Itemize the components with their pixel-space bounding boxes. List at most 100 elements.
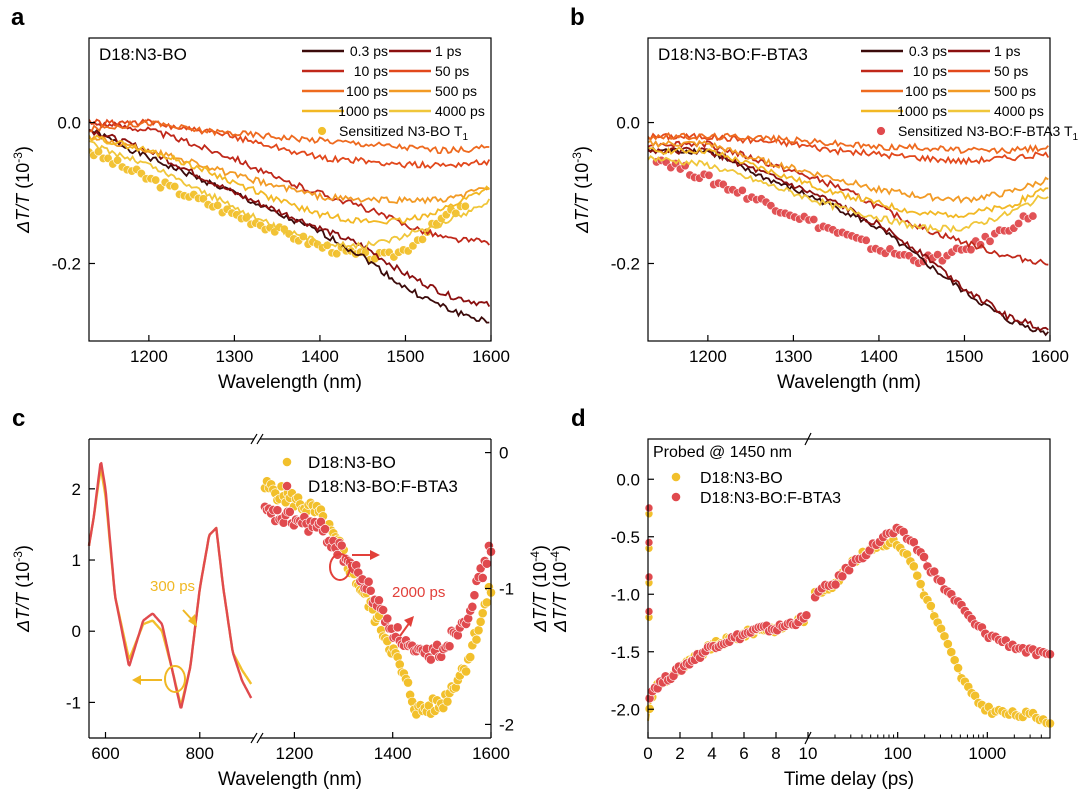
legend-label: 1000 ps	[338, 103, 388, 119]
scatter-point	[170, 182, 180, 192]
scatter-point	[198, 194, 208, 204]
right-scatter-point	[320, 524, 330, 534]
marker-legend-sub: 1	[462, 132, 468, 143]
x-tick-label: 0	[643, 744, 652, 763]
scatter-point	[460, 201, 470, 211]
y-axis-label-part: -4	[548, 551, 562, 562]
panel-label: b	[570, 4, 585, 31]
scatter-point	[809, 215, 819, 225]
right-scatter-point	[471, 634, 482, 645]
y-tick-label: 0.0	[57, 114, 81, 133]
y-tick-label: 0.0	[616, 470, 640, 489]
arrow-red-head	[370, 550, 380, 560]
scatter-point	[1028, 211, 1038, 221]
y-tick-label: -0.5	[611, 528, 640, 547]
series-line-1ps	[89, 128, 491, 308]
right-scatter-point	[403, 677, 413, 688]
legend-label: 0.3 ps	[350, 43, 388, 59]
x-tick-label: 1400	[374, 744, 412, 763]
x-tick-label: 6	[739, 744, 748, 763]
series-line-10ps	[89, 120, 490, 246]
legend-marker	[282, 457, 292, 467]
scatter-point	[915, 579, 926, 589]
series-line-10ps	[648, 140, 1049, 266]
x-tick-label: 1300	[774, 347, 812, 366]
series-line-1000ps	[89, 134, 490, 225]
y-axis-label-right-part: -4	[528, 551, 542, 562]
series-line-0.3ps	[89, 129, 490, 324]
x-tick-label: 1600	[472, 744, 510, 763]
x-tick-label: 1200	[275, 744, 313, 763]
scatter-point	[151, 175, 161, 185]
sample-label: D18:N3-BO:F-BTA3	[658, 45, 808, 64]
y-axis-label-left-part: )	[13, 545, 33, 551]
right-scatter-point	[425, 654, 436, 665]
scatter-point	[644, 538, 654, 547]
sample-label: D18:N3-BO	[99, 45, 187, 64]
legend-label: D18:N3-BO	[308, 453, 396, 472]
y-axis-label-left-part: (10	[13, 562, 33, 593]
x-axis-label: Time delay (ps)	[784, 769, 914, 790]
y-tick-label: -1.0	[611, 585, 640, 604]
legend-label: 100 ps	[346, 83, 388, 99]
scatter-point	[933, 250, 943, 260]
legend-label: 100 ps	[905, 83, 947, 99]
y-axis-label-part: )	[572, 146, 592, 152]
right-scatter-point	[442, 696, 453, 707]
panel-label: a	[11, 4, 25, 31]
y-axis-label-part: (10	[550, 562, 570, 593]
arrow-yellow-head	[132, 675, 141, 685]
marker-legend-label: Sensitized N3-BO T1	[339, 123, 468, 143]
legend-label: 50 ps	[994, 63, 1028, 79]
y-axis-label-right-part: ΔT/T	[530, 591, 550, 633]
x-tick-label: 1200	[130, 347, 168, 366]
axis-break-mark	[256, 732, 264, 744]
x-axis-label: Wavelength (nm)	[218, 372, 362, 393]
y-tick-label: 0	[499, 444, 508, 463]
x-tick-label: 800	[186, 744, 214, 763]
probe-label: Probed @ 1450 nm	[653, 444, 792, 461]
right-scatter-point	[284, 506, 295, 517]
right-scatter-point	[465, 652, 476, 662]
x-tick-label: 100	[883, 744, 911, 763]
highlight-circle-red	[329, 553, 351, 581]
right-scatter-point	[382, 613, 393, 624]
axis-break-mark	[804, 432, 812, 446]
right-scatter-point	[475, 616, 486, 627]
legend-label: 10 ps	[354, 63, 388, 79]
legend-label: 500 ps	[994, 83, 1036, 99]
fit-line	[823, 530, 1051, 659]
x-tick-label: 4	[707, 744, 716, 763]
scatter-point	[1014, 219, 1024, 229]
scatter-point	[644, 503, 654, 513]
y-axis-label-part: (10	[13, 163, 33, 194]
scatter-point	[908, 561, 919, 572]
annotation-2000ps: 2000 ps	[392, 584, 445, 601]
scatter-point	[332, 249, 342, 259]
x-tick-label: 1500	[946, 347, 984, 366]
legend-label: 4000 ps	[994, 103, 1044, 119]
y-tick-label: 2	[72, 480, 81, 499]
y-tick-label: 1	[72, 551, 81, 570]
series-line-500ps	[648, 139, 1049, 204]
x-tick-label: 1400	[301, 347, 339, 366]
y-tick-label: 0	[72, 622, 81, 641]
x-tick-label: 1600	[1031, 347, 1069, 366]
scatter-point	[919, 552, 929, 562]
right-scatter-point	[363, 576, 374, 587]
scatter-point	[644, 572, 654, 582]
y-axis-label-part: ΔT/T	[572, 192, 592, 234]
legend-label: 1 ps	[994, 43, 1020, 59]
right-scatter-point	[365, 585, 376, 596]
series-line-100ps	[648, 132, 1049, 155]
legend-label: 500 ps	[435, 83, 477, 99]
plot-frame	[647, 438, 1051, 739]
legend-label: 10 ps	[913, 63, 947, 79]
y-tick-label: -2.0	[611, 700, 640, 719]
y-tick-label: -1.5	[611, 643, 640, 662]
right-scatter-point	[467, 601, 478, 612]
x-tick-label: 10	[799, 744, 818, 763]
x-tick-label: 1300	[215, 347, 253, 366]
series-line-100ps	[89, 119, 490, 155]
